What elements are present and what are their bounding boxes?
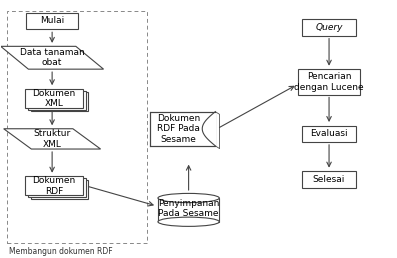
- Text: Mulai: Mulai: [40, 17, 64, 26]
- Ellipse shape: [158, 194, 219, 203]
- Polygon shape: [202, 112, 215, 146]
- Text: Dokumen
RDF: Dokumen RDF: [33, 176, 76, 196]
- Text: Evaluasi: Evaluasi: [310, 129, 348, 138]
- FancyBboxPatch shape: [31, 180, 88, 199]
- FancyBboxPatch shape: [150, 112, 215, 146]
- Text: Dokumen
RDF Pada
Sesame: Dokumen RDF Pada Sesame: [157, 114, 200, 144]
- FancyBboxPatch shape: [25, 89, 83, 108]
- FancyBboxPatch shape: [299, 69, 360, 94]
- FancyBboxPatch shape: [28, 91, 85, 110]
- Text: Data tanaman
obat: Data tanaman obat: [20, 48, 85, 67]
- FancyBboxPatch shape: [31, 92, 88, 111]
- Text: Selesai: Selesai: [313, 175, 345, 184]
- FancyBboxPatch shape: [158, 198, 219, 222]
- Text: Dokumen
XML: Dokumen XML: [33, 88, 76, 108]
- Text: Penyimpanan
Pada Sesame: Penyimpanan Pada Sesame: [158, 199, 219, 218]
- Ellipse shape: [158, 217, 219, 226]
- FancyBboxPatch shape: [303, 171, 356, 188]
- FancyBboxPatch shape: [27, 13, 78, 29]
- Polygon shape: [4, 129, 100, 149]
- Text: Membangun dokumen RDF: Membangun dokumen RDF: [9, 247, 112, 256]
- FancyBboxPatch shape: [28, 178, 85, 197]
- Text: Struktur
XML: Struktur XML: [33, 129, 71, 149]
- Polygon shape: [1, 46, 104, 69]
- Text: Query: Query: [315, 23, 343, 32]
- Text: Pencarian
dengan Lucene: Pencarian dengan Lucene: [294, 72, 364, 92]
- FancyBboxPatch shape: [25, 176, 83, 195]
- FancyBboxPatch shape: [303, 126, 356, 142]
- FancyBboxPatch shape: [303, 19, 356, 36]
